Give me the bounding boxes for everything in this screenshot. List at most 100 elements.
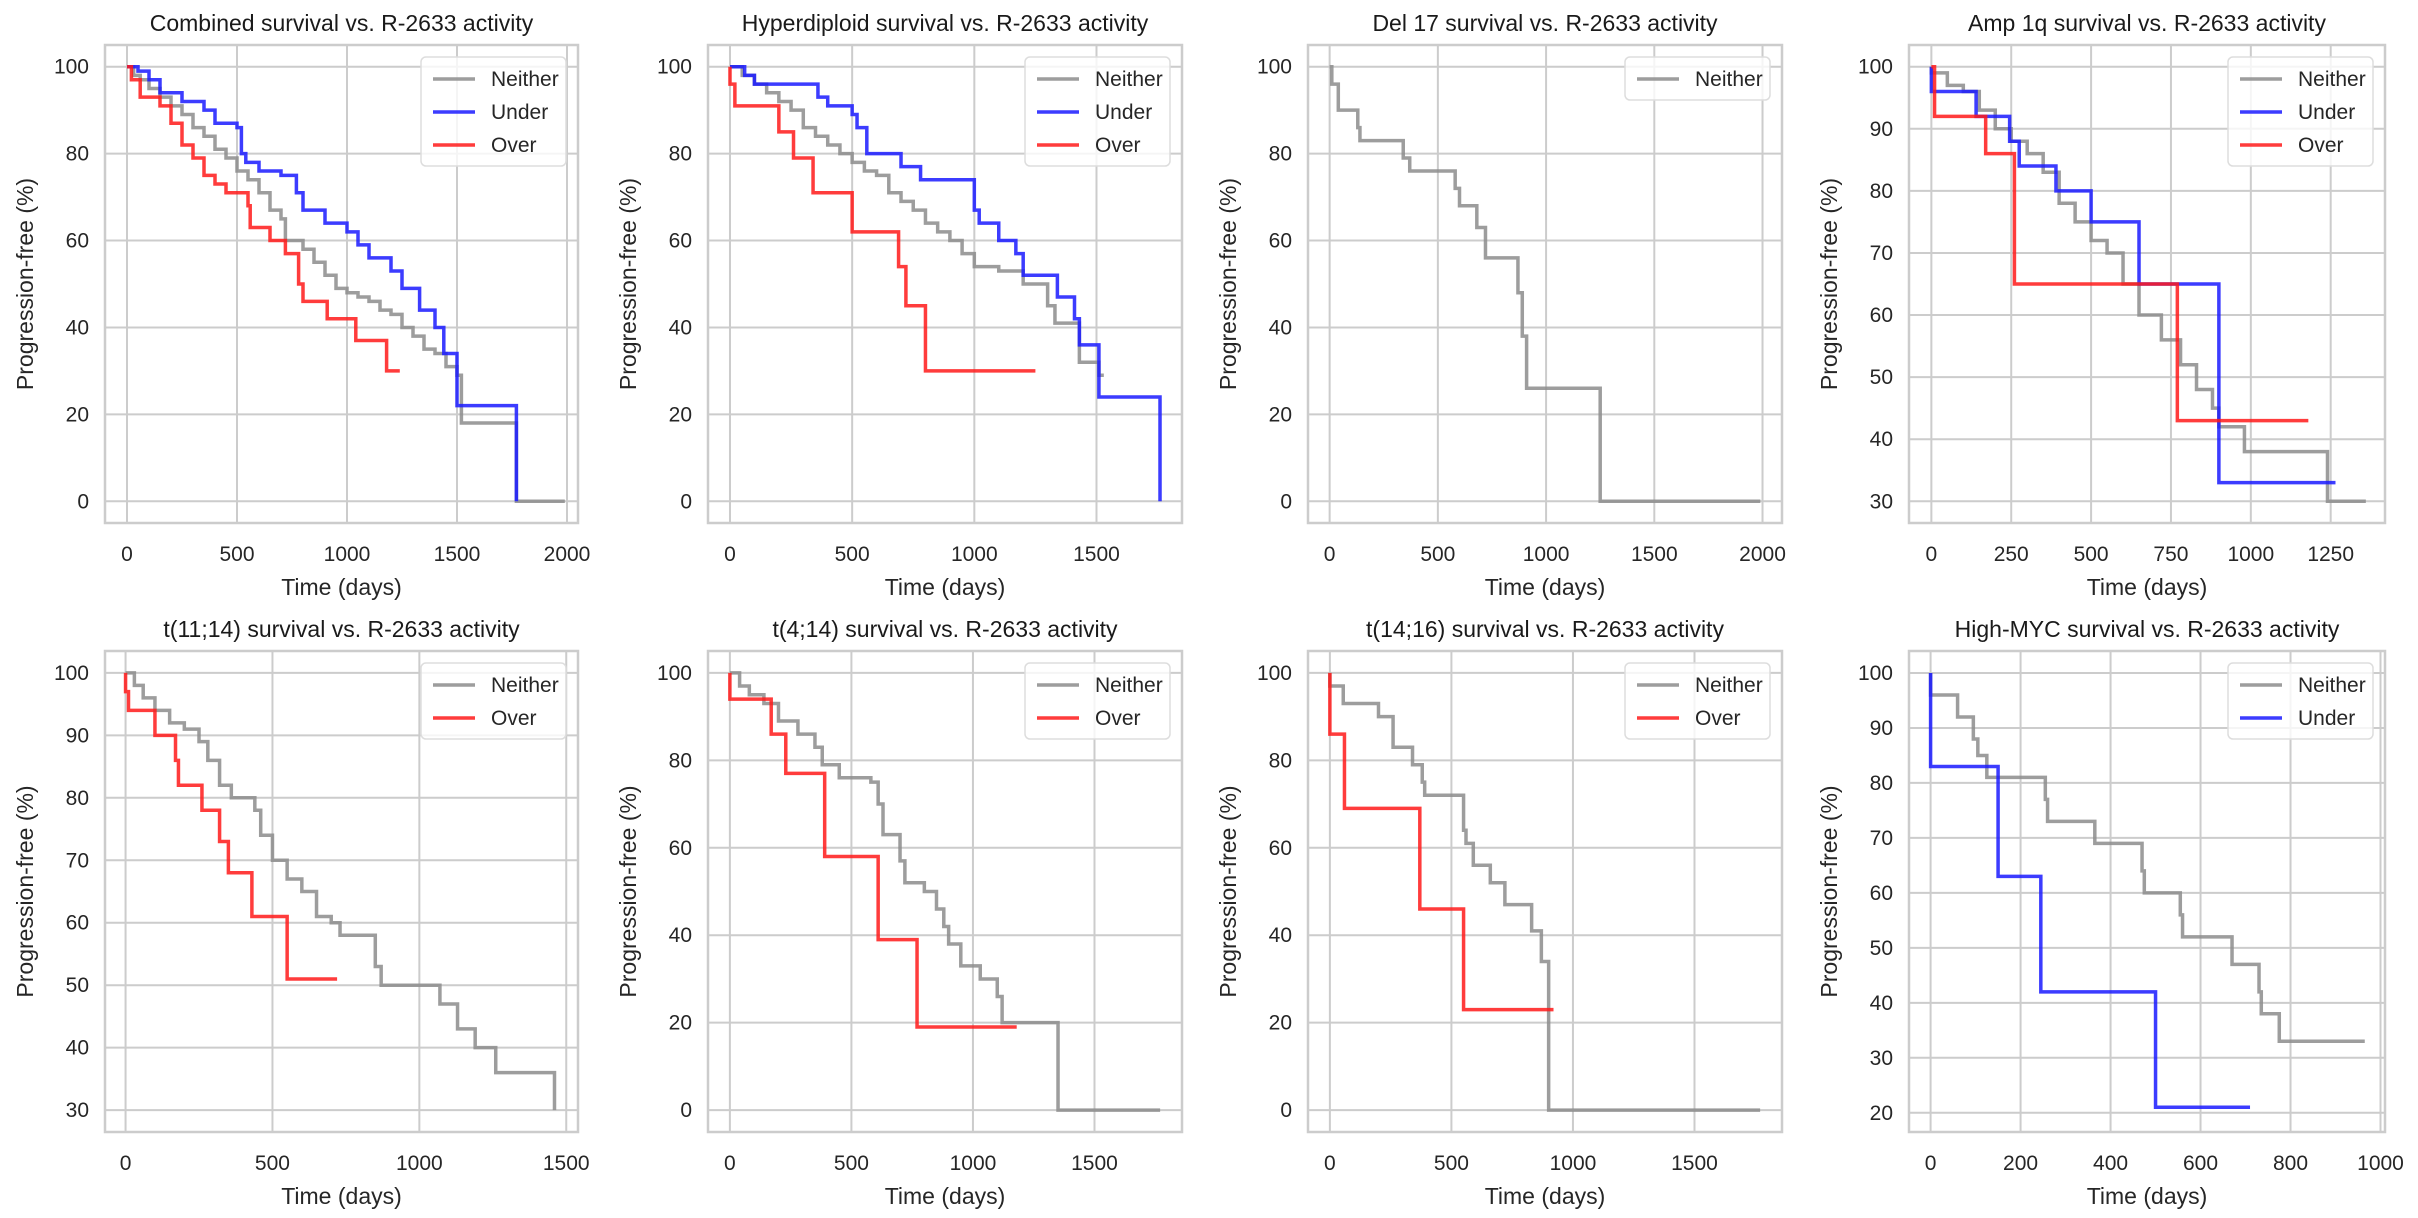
- y-tick-label: 60: [1269, 230, 1292, 253]
- x-tick-label: 800: [2273, 1152, 2308, 1175]
- y-tick-label: 20: [1269, 1012, 1292, 1035]
- y-tick-label: 80: [669, 143, 692, 166]
- y-axis-label: Progression-free (%): [1816, 785, 1842, 997]
- legend-label: Neither: [1095, 68, 1163, 91]
- legend-label: Neither: [491, 674, 559, 697]
- y-tick-label: 100: [54, 662, 89, 685]
- x-tick-label: 200: [2003, 1152, 2038, 1175]
- y-axis-label: Progression-free (%): [615, 178, 641, 390]
- y-axis-label: Progression-free (%): [1215, 785, 1241, 997]
- y-tick-label: 20: [669, 1012, 692, 1035]
- x-tick-label: 1000: [950, 1152, 997, 1175]
- x-tick-label: 0: [120, 1152, 132, 1175]
- legend-label: Under: [491, 101, 548, 124]
- legend-label: Under: [2298, 707, 2355, 730]
- chart-title: High-MYC survival vs. R-2633 activity: [1955, 616, 2340, 642]
- y-tick-label: 80: [1870, 180, 1893, 203]
- y-tick-label: 50: [1870, 366, 1893, 389]
- legend: Neither Over: [420, 662, 567, 740]
- x-tick-label: 2000: [544, 543, 591, 566]
- x-tick-label: 1000: [1523, 543, 1570, 566]
- series-line-over: [127, 64, 400, 373]
- x-tick-label: 1500: [434, 543, 481, 566]
- legend: Neither Under Over: [420, 56, 567, 167]
- series-line-over: [728, 66, 1036, 373]
- x-tick-label: 600: [2183, 1152, 2218, 1175]
- y-tick-label: 100: [54, 56, 89, 79]
- x-tick-label: 1500: [1073, 543, 1120, 566]
- x-tick-label: 1000: [2357, 1152, 2404, 1175]
- series-line-neither: [125, 671, 557, 1111]
- chart-panel-3: 0 500 1000 1500 2000 0 20 40 60 80 100 Del 17 survi…: [1215, 10, 1786, 600]
- chart-panel-1: 0 500 1000 1500 2000 0 20 40 60 80 100 Combined sur…: [12, 10, 590, 600]
- x-tick-label: 1000: [2227, 543, 2274, 566]
- axes-frame: [706, 43, 1184, 525]
- y-tick-label: 80: [1269, 749, 1292, 772]
- y-tick-label: 60: [1870, 304, 1893, 327]
- y-tick-label: 40: [1269, 316, 1292, 339]
- y-axis-label: Progression-free (%): [615, 785, 641, 997]
- y-tick-label: 100: [1257, 56, 1292, 79]
- series-line-neither: [1928, 672, 2365, 1044]
- axes-frame: [103, 649, 580, 1134]
- axes-frame: [1306, 649, 1784, 1134]
- chart-panel-5: 0 500 1000 1500 30 40 50 60 70 80 90 100 t(11;14) su…: [12, 616, 590, 1209]
- y-tick-label: 0: [1280, 490, 1292, 513]
- chart-panel-2: 0 500 1000 1500 0 20 40 60 80 100 Hyperdiploid sur…: [615, 10, 1184, 600]
- y-tick-label: 100: [1858, 56, 1893, 79]
- y-tick-label: 100: [657, 662, 692, 685]
- y-tick-label: 50: [1870, 937, 1893, 960]
- legend: Neither Over: [1624, 662, 1771, 740]
- legend-box: [420, 662, 567, 740]
- legend: Neither Under Over: [1024, 56, 1171, 167]
- x-tick-label: 0: [1926, 543, 1938, 566]
- y-tick-label: 40: [1870, 428, 1893, 451]
- y-tick-label: 80: [66, 143, 89, 166]
- y-tick-label: 90: [66, 724, 89, 747]
- y-axis-label: Progression-free (%): [1816, 178, 1842, 390]
- y-tick-label: 60: [1269, 837, 1292, 860]
- y-tick-label: 90: [1870, 717, 1893, 740]
- x-tick-label: 0: [724, 543, 736, 566]
- y-tick-label: 60: [66, 230, 89, 253]
- legend-box: [1024, 56, 1171, 167]
- y-tick-label: 70: [1870, 827, 1893, 850]
- axes-frame: [1907, 43, 2387, 525]
- y-tick-label: 20: [66, 403, 89, 426]
- x-tick-label: 500: [255, 1152, 290, 1175]
- y-tick-label: 40: [1870, 992, 1893, 1015]
- y-tick-label: 0: [680, 1099, 692, 1122]
- x-axis-label: Time (days): [885, 1183, 1006, 1209]
- y-tick-label: 40: [66, 316, 89, 339]
- legend-label: Over: [2298, 134, 2344, 157]
- x-tick-label: 2000: [1739, 543, 1786, 566]
- legend-label: Over: [491, 134, 537, 157]
- legend-label: Over: [1695, 707, 1741, 730]
- legend-label: Over: [491, 707, 537, 730]
- chart-title: t(4;14) survival vs. R-2633 activity: [772, 616, 1118, 642]
- legend-label: Over: [1095, 134, 1141, 157]
- x-tick-label: 1000: [396, 1152, 443, 1175]
- x-axis-label: Time (days): [885, 574, 1006, 600]
- legend-label: Neither: [1695, 674, 1763, 697]
- x-tick-label: 1000: [951, 543, 998, 566]
- x-tick-label: 1500: [1071, 1152, 1118, 1175]
- x-axis-label: Time (days): [1485, 1183, 1606, 1209]
- legend-label: Under: [2298, 101, 2355, 124]
- legend-label: Neither: [1695, 68, 1763, 91]
- series-line-neither: [729, 64, 1104, 378]
- y-tick-label: 70: [1870, 242, 1893, 265]
- legend: Neither Under: [2227, 662, 2374, 740]
- x-tick-label: 400: [2093, 1152, 2128, 1175]
- x-axis-label: Time (days): [1485, 574, 1606, 600]
- x-tick-label: 500: [835, 543, 870, 566]
- y-tick-label: 0: [680, 490, 692, 513]
- chart-title: t(11;14) survival vs. R-2633 activity: [163, 616, 520, 642]
- y-axis-label: Progression-free (%): [12, 178, 38, 390]
- y-tick-label: 70: [66, 849, 89, 872]
- x-tick-label: 1500: [543, 1152, 590, 1175]
- legend-box: [1024, 662, 1171, 740]
- y-tick-label: 40: [669, 924, 692, 947]
- series-line-neither: [127, 64, 565, 504]
- y-tick-label: 80: [1269, 143, 1292, 166]
